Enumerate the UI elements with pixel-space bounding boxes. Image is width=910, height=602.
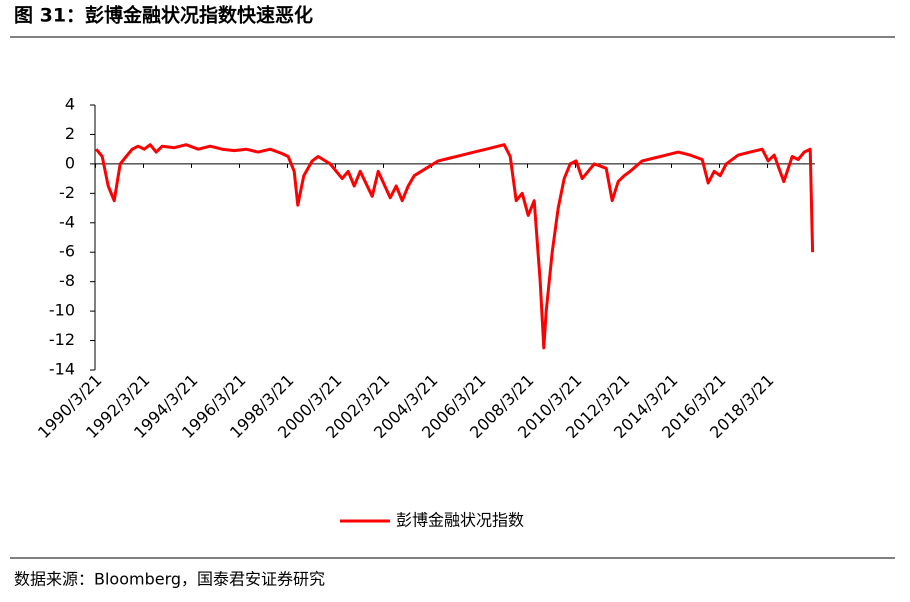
y-tick-label: -2 xyxy=(59,183,75,202)
y-tick-label: 2 xyxy=(65,124,75,143)
legend-label: 彭博金融状况指数 xyxy=(396,511,524,530)
y-tick-label: -12 xyxy=(49,330,75,349)
source-note: 数据来源：Bloomberg，国泰君安证券研究 xyxy=(14,570,325,589)
y-tick-label: 0 xyxy=(65,153,75,172)
y-tick-label: -4 xyxy=(59,212,75,231)
chart-title: 图 31：彭博金融状况指数快速恶化 xyxy=(14,4,313,27)
series-line xyxy=(95,143,815,350)
y-tick-label: -14 xyxy=(49,360,75,379)
y-tick-label: 4 xyxy=(65,95,75,114)
y-tick-label: -6 xyxy=(59,242,75,261)
y-tick-label: -10 xyxy=(49,301,75,320)
y-tick-label: -8 xyxy=(59,271,75,290)
